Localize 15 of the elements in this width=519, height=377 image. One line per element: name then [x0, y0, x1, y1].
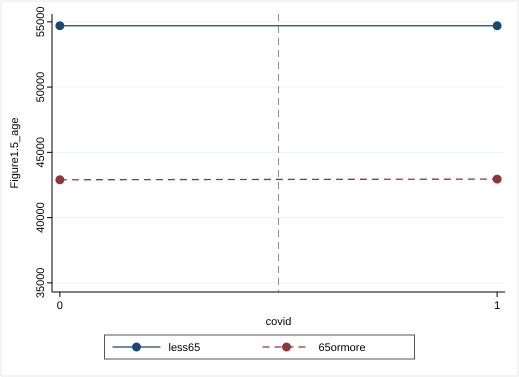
- y-axis-title: Figure1.5_age: [9, 118, 21, 188]
- x-tick-label: 1: [494, 300, 500, 312]
- x-axis-title: covid: [266, 316, 292, 328]
- point: [492, 174, 502, 184]
- point: [55, 21, 64, 30]
- y-tick-label: 45000: [35, 137, 47, 168]
- point: [492, 21, 502, 30]
- y-tick-label: 40000: [35, 202, 47, 233]
- y-tick-label: 35000: [35, 268, 47, 298]
- legend-label: 65ormore: [318, 342, 366, 354]
- legend-label: less65: [168, 342, 200, 354]
- y-tick-label: 55000: [35, 6, 47, 38]
- y-tick-label: 50000: [35, 72, 47, 102]
- x-tick-label: 0: [56, 300, 63, 312]
- point: [55, 175, 64, 184]
